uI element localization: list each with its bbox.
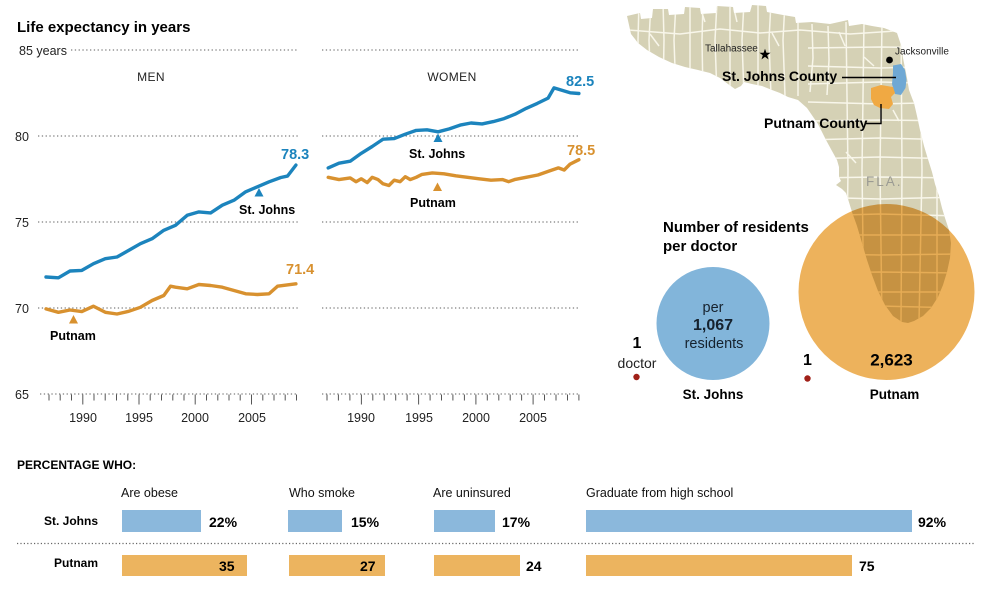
svg-text:2000: 2000 — [462, 411, 490, 425]
svg-text:St. Johns County: St. Johns County — [722, 68, 837, 84]
svg-text:St. Johns: St. Johns — [409, 147, 465, 161]
svg-text:2000: 2000 — [181, 411, 209, 425]
svg-text:MEN: MEN — [137, 70, 165, 84]
svg-text:65: 65 — [15, 388, 29, 402]
svg-text:WOMEN: WOMEN — [427, 70, 476, 84]
svg-text:1995: 1995 — [405, 411, 433, 425]
svg-text:per doctor: per doctor — [663, 238, 737, 255]
svg-text:2005: 2005 — [238, 411, 266, 425]
svg-text:St. Johns: St. Johns — [239, 203, 295, 217]
svg-text:1,067: 1,067 — [693, 317, 733, 334]
svg-text:70: 70 — [15, 302, 29, 316]
svg-text:1990: 1990 — [69, 411, 97, 425]
svg-text:85 years: 85 years — [19, 44, 67, 58]
svg-text:Putnam: Putnam — [50, 329, 96, 343]
svg-text:1: 1 — [803, 352, 812, 369]
svg-text:doctor: doctor — [618, 355, 657, 371]
svg-text:St. Johns: St. Johns — [683, 387, 744, 402]
svg-text:residents: residents — [685, 336, 744, 352]
svg-text:1995: 1995 — [125, 411, 153, 425]
svg-text:Putnam: Putnam — [410, 196, 456, 210]
svg-text:78.5: 78.5 — [567, 143, 595, 159]
svg-text:82.5: 82.5 — [566, 74, 594, 90]
svg-text:75: 75 — [15, 216, 29, 230]
svg-text:FLA.: FLA. — [866, 174, 903, 189]
svg-text:Tallahassee: Tallahassee — [705, 44, 758, 55]
svg-text:2005: 2005 — [519, 411, 547, 425]
svg-text:2,623: 2,623 — [870, 351, 913, 370]
svg-text:1990: 1990 — [347, 411, 375, 425]
svg-text:71.4: 71.4 — [286, 262, 314, 278]
svg-text:1: 1 — [633, 335, 642, 352]
svg-text:Putnam County: Putnam County — [764, 115, 868, 131]
svg-text:80: 80 — [15, 130, 29, 144]
svg-text:Putnam: Putnam — [870, 387, 920, 402]
svg-text:per: per — [703, 300, 724, 316]
svg-text:Jacksonville: Jacksonville — [895, 47, 949, 58]
svg-text:78.3: 78.3 — [281, 147, 309, 163]
svg-text:Number of residents: Number of residents — [663, 219, 809, 236]
